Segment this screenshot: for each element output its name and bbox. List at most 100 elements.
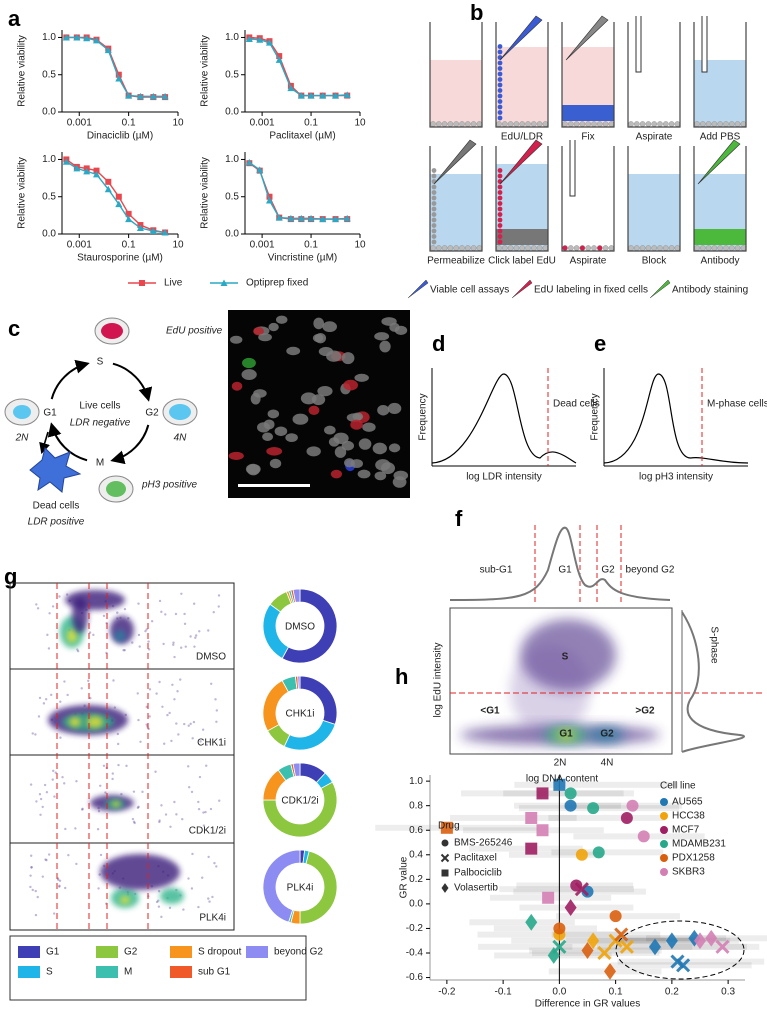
texture-dot (99, 853, 103, 857)
texture-dot (76, 649, 80, 653)
cell (476, 245, 483, 251)
legend-pipette (511, 279, 533, 299)
legend-swatch (18, 946, 40, 958)
point (161, 92, 169, 100)
texture-dot (197, 807, 201, 811)
nucleus (228, 451, 244, 460)
cell (497, 190, 503, 195)
point (136, 92, 144, 100)
cell (568, 121, 574, 127)
highlight-ellipse (615, 920, 745, 980)
texture-dot (211, 895, 214, 899)
cell-label: Dead cells (33, 501, 80, 512)
range-bar (617, 958, 765, 965)
texture-dot (29, 874, 32, 877)
texture-dot (99, 784, 102, 788)
texture-dot (164, 613, 167, 616)
legend-label: PDX1258 (672, 853, 715, 864)
pipette (697, 139, 741, 185)
density-blob (100, 854, 180, 890)
texture-dot (212, 610, 215, 614)
cell (585, 245, 592, 251)
point (574, 882, 589, 897)
well-liquid (496, 47, 548, 127)
point (115, 74, 123, 82)
texture-dot (175, 813, 178, 816)
nucleus (169, 404, 191, 420)
nucleus (267, 409, 280, 419)
texture-dot (31, 732, 34, 735)
phase-label: M (96, 458, 104, 469)
point (649, 938, 661, 956)
texture-dot (213, 861, 216, 865)
cell (645, 121, 652, 127)
texture-dot (145, 705, 148, 709)
texture-dot (59, 700, 62, 703)
well-layer (562, 105, 614, 121)
point (93, 36, 101, 44)
cycle-arrow (110, 424, 150, 465)
texture-dot (63, 680, 66, 683)
x-tick-label: 0.001 (67, 118, 92, 129)
range-bar (617, 937, 740, 944)
point (275, 56, 283, 63)
donut-segment (299, 850, 338, 925)
texture-dot (205, 764, 208, 767)
point (62, 33, 70, 41)
legend-label: MDAMB231 (672, 839, 726, 850)
point (297, 92, 305, 99)
cell (497, 104, 503, 110)
texture-dot (207, 629, 210, 632)
nucleus (274, 426, 288, 437)
texture-dot (204, 810, 207, 814)
fit-line (249, 36, 348, 97)
legend-marker (660, 854, 668, 862)
cell (497, 49, 503, 55)
texture-dot (132, 820, 136, 824)
y-tick-label: 1.0 (225, 32, 239, 43)
texture-dot (215, 720, 218, 724)
texture-dot (41, 805, 44, 809)
point (665, 932, 678, 950)
cell (734, 121, 741, 127)
cell (453, 121, 460, 127)
point (536, 787, 549, 800)
density-curve (681, 611, 745, 753)
cell (536, 245, 543, 251)
legend-label: Paclitaxel (454, 853, 497, 864)
texture-dot (157, 905, 161, 908)
texture-dot (201, 728, 205, 731)
panel-label: h (395, 664, 408, 689)
range-bar (556, 943, 693, 950)
nucleus (326, 350, 342, 362)
texture-dot (193, 645, 196, 648)
x-tick-label: 10 (172, 240, 184, 251)
nucleus (350, 419, 363, 430)
point (287, 214, 295, 222)
cell (519, 245, 526, 251)
texture-dot (174, 612, 178, 616)
texture-dot (190, 790, 194, 794)
nucleus (242, 357, 256, 369)
point (125, 92, 133, 99)
nucleus (379, 340, 391, 353)
cell (542, 121, 549, 127)
texture-dot (29, 854, 33, 857)
legend-marker (139, 280, 145, 286)
cell (597, 245, 603, 251)
dead-cell (29, 447, 82, 493)
nucleus (341, 440, 355, 451)
cell (645, 245, 652, 251)
region-label: G2 (600, 729, 614, 740)
y-tick-label: 0.5 (225, 69, 239, 80)
texture-dot (36, 607, 40, 610)
cell (711, 121, 718, 127)
texture-dot (201, 876, 204, 879)
texture-dot (136, 692, 139, 695)
x-tick-label: 0.001 (67, 240, 92, 251)
texture-dot (38, 793, 42, 796)
cell (674, 245, 681, 251)
cell (497, 239, 503, 245)
texture-dot (102, 614, 106, 618)
